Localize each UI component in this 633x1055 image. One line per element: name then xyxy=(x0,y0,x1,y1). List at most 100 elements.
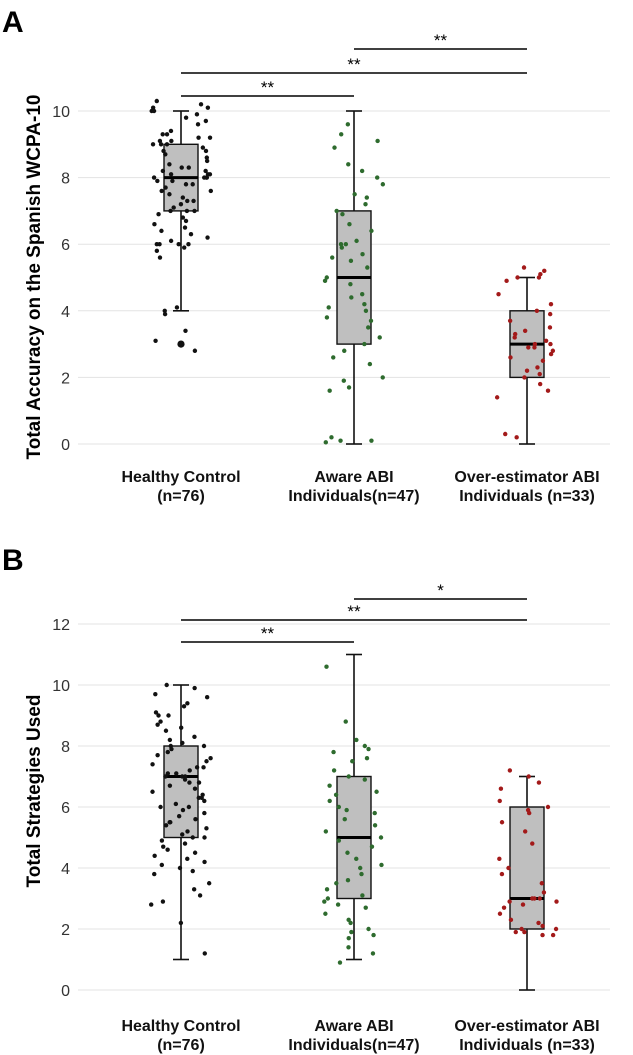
data-point xyxy=(522,829,528,834)
data-point xyxy=(204,826,209,831)
data-point xyxy=(204,155,210,160)
data-point xyxy=(179,165,184,170)
data-point xyxy=(322,899,327,904)
data-point xyxy=(514,435,519,440)
data-point xyxy=(504,278,509,284)
category-label: (n=76) xyxy=(157,1037,205,1054)
data-point xyxy=(330,255,335,260)
data-point xyxy=(192,348,198,353)
data-point xyxy=(375,175,380,180)
data-point xyxy=(537,896,543,901)
data-point xyxy=(168,172,174,177)
y-tick-label: 2 xyxy=(61,922,70,939)
data-point xyxy=(532,345,537,350)
data-point xyxy=(160,168,166,174)
data-point xyxy=(153,338,158,343)
data-point xyxy=(530,841,535,846)
panel-letter: B xyxy=(2,544,24,577)
data-point xyxy=(522,375,527,380)
data-point xyxy=(187,768,192,773)
data-point xyxy=(190,182,195,187)
data-point xyxy=(150,762,155,767)
data-point xyxy=(184,208,190,214)
data-point xyxy=(548,351,554,357)
data-point xyxy=(508,355,513,360)
significance-label: ** xyxy=(347,602,361,621)
data-point xyxy=(148,902,154,907)
y-tick-label: 12 xyxy=(52,617,70,634)
data-point xyxy=(179,725,184,730)
data-point xyxy=(182,225,188,230)
data-point xyxy=(553,926,559,932)
data-point xyxy=(174,771,179,776)
panel-letter: A xyxy=(2,6,24,39)
data-point xyxy=(538,271,543,277)
data-point xyxy=(368,318,374,323)
data-point xyxy=(163,185,168,190)
data-point xyxy=(203,148,209,154)
data-point xyxy=(377,335,382,340)
data-point xyxy=(342,817,347,822)
data-point xyxy=(324,664,329,669)
data-point xyxy=(324,315,330,320)
data-point xyxy=(334,208,339,214)
data-point xyxy=(348,281,353,287)
data-point xyxy=(182,245,187,250)
data-point xyxy=(168,208,173,214)
outlier-point xyxy=(177,340,185,348)
data-point xyxy=(180,832,185,837)
data-point xyxy=(185,829,190,834)
data-point xyxy=(163,774,168,779)
data-point xyxy=(188,232,194,237)
data-point xyxy=(178,920,184,926)
data-point xyxy=(322,278,328,284)
data-point xyxy=(163,823,169,828)
significance-label: ** xyxy=(261,624,275,643)
significance-label: ** xyxy=(347,55,361,74)
data-point xyxy=(169,138,174,144)
data-point xyxy=(204,759,209,764)
data-point xyxy=(335,902,341,907)
data-point xyxy=(159,188,164,194)
data-point xyxy=(346,162,351,167)
data-point xyxy=(548,301,554,307)
data-point xyxy=(182,841,188,846)
data-point xyxy=(530,896,535,901)
data-point xyxy=(152,871,157,877)
data-point xyxy=(507,899,512,904)
data-point xyxy=(337,960,343,965)
data-point xyxy=(158,142,164,147)
data-point xyxy=(362,777,367,782)
data-point xyxy=(167,737,173,743)
data-point xyxy=(192,786,198,791)
data-point xyxy=(162,308,167,313)
data-point xyxy=(194,765,200,770)
data-point xyxy=(333,792,339,797)
data-point xyxy=(345,878,351,883)
y-tick-label: 6 xyxy=(61,800,70,817)
data-point xyxy=(372,823,378,828)
data-point xyxy=(180,215,186,220)
data-point xyxy=(345,122,351,127)
data-point xyxy=(347,222,352,227)
data-point xyxy=(178,202,184,207)
data-point xyxy=(550,348,556,353)
data-point xyxy=(159,862,165,868)
data-point xyxy=(352,192,357,197)
data-point xyxy=(349,929,354,935)
data-point xyxy=(154,98,159,104)
data-point xyxy=(177,865,183,871)
data-point xyxy=(526,810,532,816)
data-point xyxy=(176,813,182,819)
data-point xyxy=(536,780,542,785)
data-point xyxy=(363,905,368,910)
data-point xyxy=(198,102,204,107)
data-point xyxy=(205,235,210,240)
data-point xyxy=(522,328,528,333)
data-point xyxy=(202,175,207,180)
data-point xyxy=(354,238,359,244)
data-point xyxy=(208,756,213,761)
data-point xyxy=(169,746,174,752)
category-label: Individuals(n=47) xyxy=(288,1037,419,1054)
